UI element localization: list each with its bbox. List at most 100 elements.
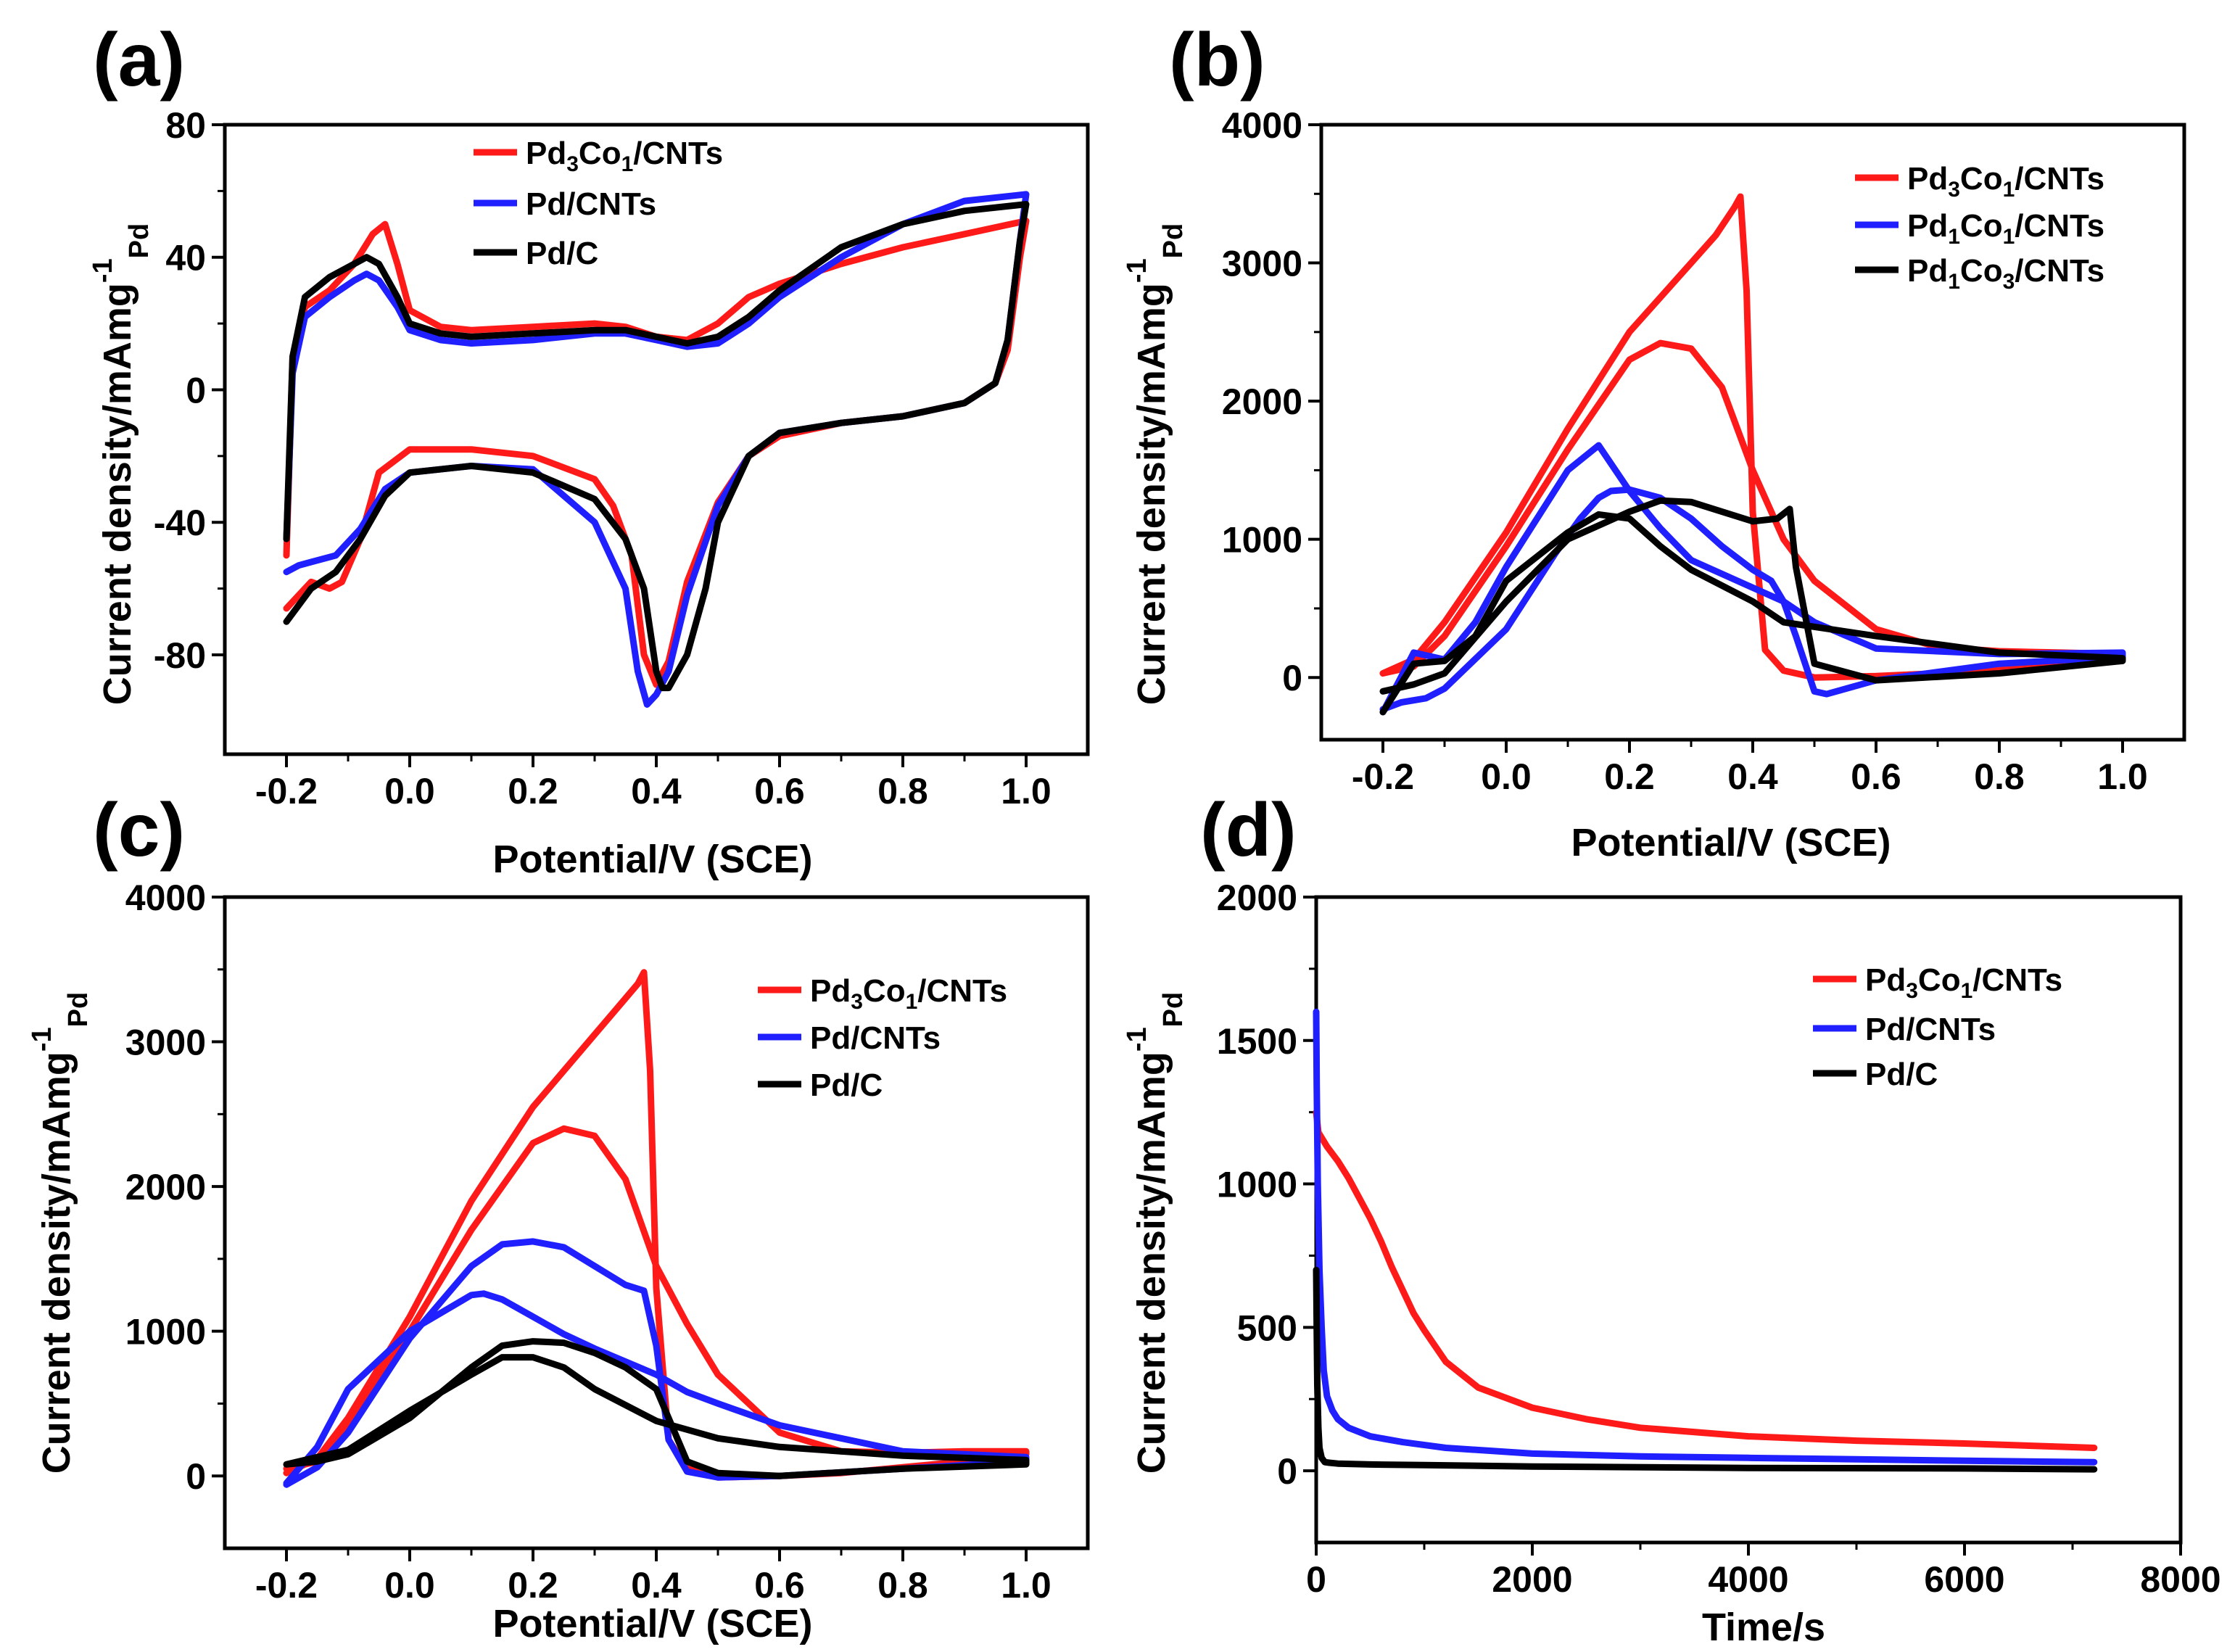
- x-tick-label-a: 0.4: [631, 771, 682, 811]
- y-axis-label-sup-d: -1: [1122, 1027, 1152, 1052]
- y-tick-label-c: 4000: [125, 877, 206, 918]
- legend-label-d-2: Pd/CNTs: [1865, 1012, 1996, 1047]
- x-axis-label-c: Potential/V (SCE): [492, 1602, 812, 1645]
- y-tick-label-a: -80: [154, 635, 206, 676]
- y-tick-label-b: 0: [1282, 658, 1302, 698]
- y-axis-label-text-b: Current density/mAmg: [1130, 283, 1173, 705]
- plot-area-d: 0 2000 4000 6000 8000 0 500 1000 1500 2000 Pd3Co…: [1217, 877, 2221, 1600]
- legend-b: Pd3Co1/CNTs Pd1Co1/CNTs Pd1Co3/CNTs: [1855, 161, 2104, 294]
- x-tick-label-d: 4000: [1708, 1559, 1788, 1600]
- legend-c: Pd3Co1/CNTs Pd/CNTs Pd/C: [758, 973, 1007, 1103]
- x-tick-label-b: 0.2: [1604, 756, 1655, 797]
- panel-label-c: (c): [93, 788, 185, 872]
- x-ticks-a: -0.2 0.0 0.2 0.4 0.6 0.8 1.0: [255, 754, 1052, 811]
- x-tick-label-b: 0.0: [1481, 756, 1532, 797]
- y-tick-label-d: 500: [1237, 1308, 1297, 1348]
- x-tick-label-c: 0.6: [754, 1565, 805, 1606]
- panel-label-a: (a): [93, 18, 185, 102]
- panel-a: (a) Current density/mAmg-1Pd Potential/V…: [88, 18, 1090, 881]
- x-tick-label-c: 0.2: [508, 1565, 558, 1606]
- x-tick-label-c: 0.0: [384, 1565, 435, 1606]
- x-tick-label-a: 0.2: [508, 771, 558, 811]
- y-axis-label-sup-a: -1: [88, 258, 118, 283]
- plot-area-a: -0.2 0.0 0.2 0.4 0.6 0.8 1.0 -80 -40 0 40 80 Pd3Co…: [154, 105, 1090, 811]
- legend-label-a-3: Pd/C: [526, 236, 598, 271]
- y-axis-label-sup-b: -1: [1122, 258, 1152, 283]
- series-line-a-black: [283, 201, 1030, 692]
- y-tick-label-a: -40: [154, 503, 206, 543]
- panel-b: (b) Current density/mAmg-1Pd Potential/V…: [1122, 18, 2186, 864]
- x-tick-label-d: 2000: [1492, 1559, 1572, 1600]
- y-ticks-d: 0 500 1000 1500 2000: [1217, 877, 1316, 1492]
- series-a: [283, 191, 1030, 708]
- x-axis-label-b: Potential/V (SCE): [1571, 821, 1891, 864]
- y-axis-label-sub-b: Pd: [1158, 223, 1189, 259]
- series-line-d-black: [1313, 1266, 2098, 1473]
- panel-c: (c) Current density/mAmg-1Pd Potential/V…: [27, 788, 1090, 1645]
- y-tick-label-a: 0: [186, 370, 206, 410]
- y-tick-label-b: 2000: [1222, 381, 1302, 422]
- panel-label-d: (d): [1200, 788, 1297, 872]
- x-ticks-c: -0.2 0.0 0.2 0.4 0.6 0.8 1.0: [255, 1548, 1052, 1606]
- y-axis-label-text-c: Current density/mAmg: [35, 1052, 78, 1474]
- y-tick-label-c: 0: [186, 1456, 206, 1497]
- series-c: [283, 969, 1030, 1488]
- y-ticks-c: 0 1000 2000 3000 4000: [125, 877, 225, 1497]
- x-tick-label-d: 6000: [1924, 1559, 2004, 1600]
- y-tick-label-d: 1500: [1217, 1021, 1297, 1062]
- x-ticks-b: -0.2 0.0 0.2 0.4 0.6 0.8 1.0: [1352, 740, 2148, 797]
- x-ticks-d: 0 2000 4000 6000 8000: [1306, 1542, 2221, 1600]
- legend-label-a-1: Pd3Co1/CNTs: [526, 136, 723, 176]
- svg-text:Current density/mAmg-1Pd: Current density/mAmg-1Pd: [1122, 992, 1189, 1474]
- x-tick-label-c: 0.4: [631, 1565, 682, 1606]
- svg-text:Current density/mAmg-1Pd: Current density/mAmg-1Pd: [1122, 223, 1189, 705]
- legend-label-d-3: Pd/C: [1865, 1057, 1938, 1092]
- legend-label-c-2: Pd/CNTs: [810, 1020, 941, 1056]
- x-tick-label-a: -0.2: [255, 771, 318, 811]
- x-tick-label-a: 1.0: [1001, 771, 1052, 811]
- x-tick-label-c: 1.0: [1001, 1565, 1052, 1606]
- legend-label-d-1: Pd3Co1/CNTs: [1865, 962, 2062, 1003]
- y-tick-label-b: 4000: [1222, 105, 1302, 146]
- plot-area-c: -0.2 0.0 0.2 0.4 0.6 0.8 1.0 0 1000 2000 3000 4000…: [125, 877, 1090, 1606]
- y-axis-label-a: Current density/mAmg-1Pd: [88, 223, 154, 705]
- y-axis-label-sub-c: Pd: [63, 992, 94, 1028]
- y-tick-label-c: 1000: [125, 1312, 206, 1352]
- panel-label-b: (b): [1169, 18, 1265, 102]
- legend-a: Pd3Co1/CNTs Pd/CNTs Pd/C: [474, 136, 723, 271]
- series-d: [1313, 1008, 2098, 1473]
- svg-text:Current density/mAmg-1Pd: Current density/mAmg-1Pd: [88, 223, 154, 705]
- series-line-d-blue: [1313, 1008, 2098, 1466]
- series-b: [1379, 193, 2126, 716]
- x-tick-label-c: -0.2: [255, 1565, 318, 1606]
- x-tick-label-c: 0.8: [877, 1565, 928, 1606]
- y-axis-label-d: Current density/mAmg-1Pd: [1122, 992, 1189, 1474]
- x-tick-label-a: 0.6: [754, 771, 805, 811]
- y-axis-label-text-d: Current density/mAmg: [1130, 1052, 1173, 1474]
- series-line-b-red: [1379, 193, 2126, 681]
- y-axis-label-text-a: Current density/mAmg: [96, 283, 139, 705]
- x-tick-label-d: 0: [1306, 1559, 1326, 1600]
- x-tick-label-b: 0.6: [1851, 756, 1901, 797]
- x-tick-label-b: 0.8: [1974, 756, 2025, 797]
- legend-label-a-2: Pd/CNTs: [526, 186, 656, 222]
- y-tick-label-b: 1000: [1222, 520, 1302, 561]
- x-axis-label-d: Time/s: [1702, 1606, 1825, 1649]
- series-line-d-red: [1313, 1109, 2098, 1451]
- y-tick-label-d: 1000: [1217, 1165, 1297, 1205]
- x-tick-label-b: 1.0: [2097, 756, 2148, 797]
- y-axis-label-sub-d: Pd: [1158, 992, 1189, 1028]
- series-line-c-black: [283, 1338, 1030, 1479]
- legend-label-b-2: Pd1Co1/CNTs: [1907, 208, 2104, 249]
- x-tick-label-b: -0.2: [1352, 756, 1414, 797]
- y-tick-label-d: 2000: [1217, 877, 1297, 918]
- legend-d: Pd3Co1/CNTs Pd/CNTs Pd/C: [1813, 962, 2062, 1092]
- y-axis-label-sup-c: -1: [27, 1027, 57, 1052]
- x-tick-label-a: 0.8: [877, 771, 928, 811]
- y-tick-label-c: 3000: [125, 1023, 206, 1063]
- panel-d: (d) Current density/mAmg-1Pd Time/s 0 200…: [1122, 788, 2221, 1649]
- y-ticks-b: 0 1000 2000 3000 4000: [1222, 105, 1321, 698]
- y-ticks-a: -80 -40 0 40 80: [154, 105, 225, 676]
- y-tick-label-d: 0: [1277, 1451, 1297, 1492]
